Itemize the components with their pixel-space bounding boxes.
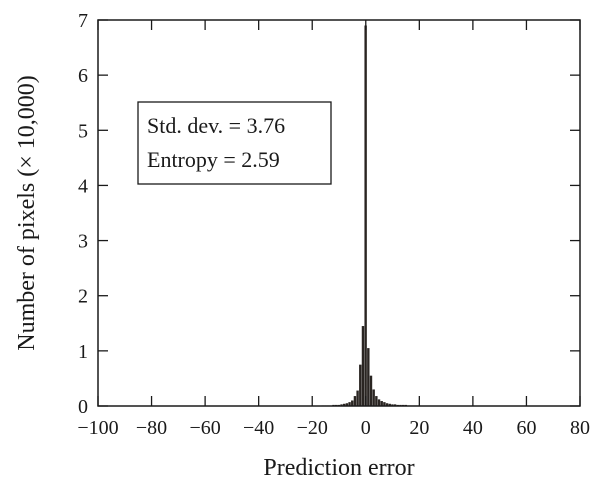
x-tick-label: −20	[297, 417, 328, 439]
histogram-bar	[391, 404, 394, 406]
histogram-bar	[340, 404, 343, 406]
y-tick-label: 7	[78, 10, 88, 32]
x-tick-labels: −100 −80 −60 −40 −20 0 20 40 60 80	[77, 417, 590, 439]
entropy-annotation: Entropy = 2.59	[147, 147, 280, 172]
histogram-bar	[348, 402, 351, 406]
x-tick-label: −40	[243, 417, 274, 439]
histogram-bar	[364, 25, 367, 406]
stats-annotation-box: Std. dev. = 3.76 Entropy = 2.59	[137, 101, 332, 185]
histogram-bar	[377, 399, 381, 406]
x-tick-label: 80	[570, 417, 590, 439]
histogram-bar	[372, 389, 375, 406]
x-tick-label: 0	[361, 417, 371, 439]
y-tick-label: 2	[78, 286, 88, 308]
histogram-bar	[383, 402, 386, 406]
y-tick-label: 1	[78, 341, 88, 363]
y-tick-label: 5	[78, 120, 88, 142]
histogram-bar	[351, 400, 354, 406]
histogram-bar	[356, 390, 359, 406]
histogram-bar	[380, 401, 383, 406]
x-tick-label: −60	[189, 417, 220, 439]
x-tick-label: 40	[463, 417, 483, 439]
y-tick-label: 0	[78, 396, 88, 418]
x-tick-label: −100	[77, 417, 118, 439]
y-tick-label: 4	[78, 175, 88, 197]
std-dev-annotation: Std. dev. = 3.76	[147, 113, 285, 138]
histogram-bar	[388, 403, 391, 406]
histogram-bar	[345, 403, 349, 406]
histogram-bar	[393, 404, 397, 406]
bars-layer	[321, 25, 421, 406]
histogram-bar	[343, 403, 346, 406]
x-axis-label: Prediction error	[263, 455, 414, 481]
histogram-bar	[385, 403, 389, 406]
histogram-bar	[367, 348, 370, 406]
x-tick-label: 60	[516, 417, 536, 439]
ticks-layer	[97, 19, 581, 407]
y-tick-label: 6	[78, 65, 88, 87]
x-tick-label: 20	[409, 417, 429, 439]
y-axis-label: Number of pixels (× 10,000)	[14, 75, 40, 350]
annotation-box-frame	[137, 101, 332, 185]
histogram-bar	[359, 364, 362, 406]
plot-frame	[97, 19, 581, 407]
histogram-bar	[375, 396, 378, 406]
y-tick-labels: 0 1 2 3 4 5 6 7	[78, 10, 88, 418]
histogram-bar	[353, 396, 357, 406]
histogram-bar	[361, 326, 365, 406]
histogram-bar	[369, 375, 373, 406]
y-tick-label: 3	[78, 231, 88, 253]
x-tick-label: −80	[136, 417, 167, 439]
